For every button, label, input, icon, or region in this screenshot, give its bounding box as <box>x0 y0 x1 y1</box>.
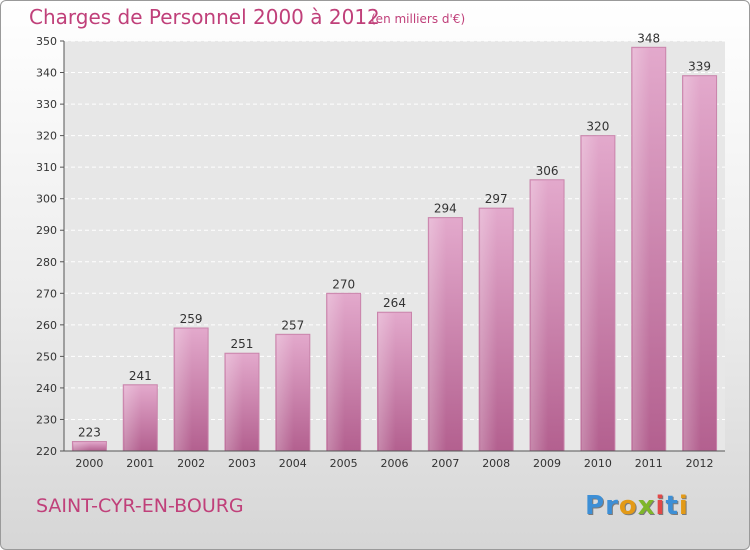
data-label: 251 <box>231 337 254 351</box>
x-tick-label: 2007 <box>431 457 459 470</box>
y-tick-label: 300 <box>36 193 57 206</box>
x-tick-label: 2010 <box>584 457 612 470</box>
x-tick-label: 2000 <box>75 457 103 470</box>
y-tick-label: 230 <box>36 413 57 426</box>
data-label: 339 <box>688 60 711 74</box>
bar-highlight <box>225 354 243 451</box>
data-label: 257 <box>281 318 304 332</box>
x-tick-label: 2003 <box>228 457 256 470</box>
y-tick-label: 280 <box>36 256 57 269</box>
x-tick-label: 2005 <box>330 457 358 470</box>
logo-letter: t <box>665 491 679 521</box>
x-tick-label: 2009 <box>533 457 561 470</box>
bar-highlight <box>429 218 447 451</box>
bar-highlight <box>124 385 142 451</box>
bar-highlight <box>480 209 498 451</box>
y-tick-label: 240 <box>36 382 57 395</box>
x-tick-label: 2004 <box>279 457 307 470</box>
logo-letter: i <box>678 491 689 521</box>
bar-highlight <box>73 442 91 451</box>
data-label: 320 <box>586 120 609 134</box>
bar-highlight <box>175 329 193 451</box>
y-tick-label: 260 <box>36 319 57 332</box>
proxiti-logo: Proxiti <box>585 491 689 521</box>
logo-letter: o <box>618 491 638 521</box>
logo-letter: i <box>655 491 666 521</box>
y-tick-label: 270 <box>36 287 57 300</box>
data-label: 241 <box>129 369 152 383</box>
logo-letter: x <box>637 491 656 521</box>
data-label: 348 <box>637 31 660 45</box>
chart-title: Charges de Personnel 2000 à 2012 <box>29 5 380 29</box>
data-label: 270 <box>332 277 355 291</box>
bar-highlight <box>276 335 294 451</box>
x-tick-label: 2011 <box>635 457 663 470</box>
chart-subtitle: (en milliers d'€) <box>371 12 466 26</box>
data-label: 264 <box>383 296 406 310</box>
logo-letter: r <box>605 491 619 521</box>
x-tick-label: 2008 <box>482 457 510 470</box>
y-tick-label: 250 <box>36 350 57 363</box>
y-tick-label: 290 <box>36 224 57 237</box>
y-tick-label: 330 <box>36 98 57 111</box>
x-tick-label: 2002 <box>177 457 205 470</box>
y-tick-label: 350 <box>36 35 57 48</box>
data-label: 259 <box>180 312 203 326</box>
bar-highlight <box>327 294 345 451</box>
x-tick-label: 2006 <box>381 457 409 470</box>
data-label: 223 <box>78 426 101 440</box>
data-label: 294 <box>434 202 457 216</box>
bar-highlight <box>632 48 650 452</box>
x-tick-label: 2001 <box>126 457 154 470</box>
town-name: SAINT-CYR-EN-BOURG <box>36 495 244 517</box>
x-tick-label: 2012 <box>686 457 714 470</box>
bar-highlight <box>531 180 549 451</box>
bar-highlight <box>378 313 396 451</box>
bar-highlight <box>581 136 599 451</box>
data-label: 306 <box>536 164 559 178</box>
y-tick-label: 310 <box>36 161 57 174</box>
data-label: 297 <box>485 192 508 206</box>
y-tick-label: 320 <box>36 130 57 143</box>
bar-highlight <box>683 76 701 451</box>
logo-letter: P <box>585 491 606 521</box>
y-tick-label: 340 <box>36 67 57 80</box>
y-tick-label: 220 <box>36 445 57 458</box>
